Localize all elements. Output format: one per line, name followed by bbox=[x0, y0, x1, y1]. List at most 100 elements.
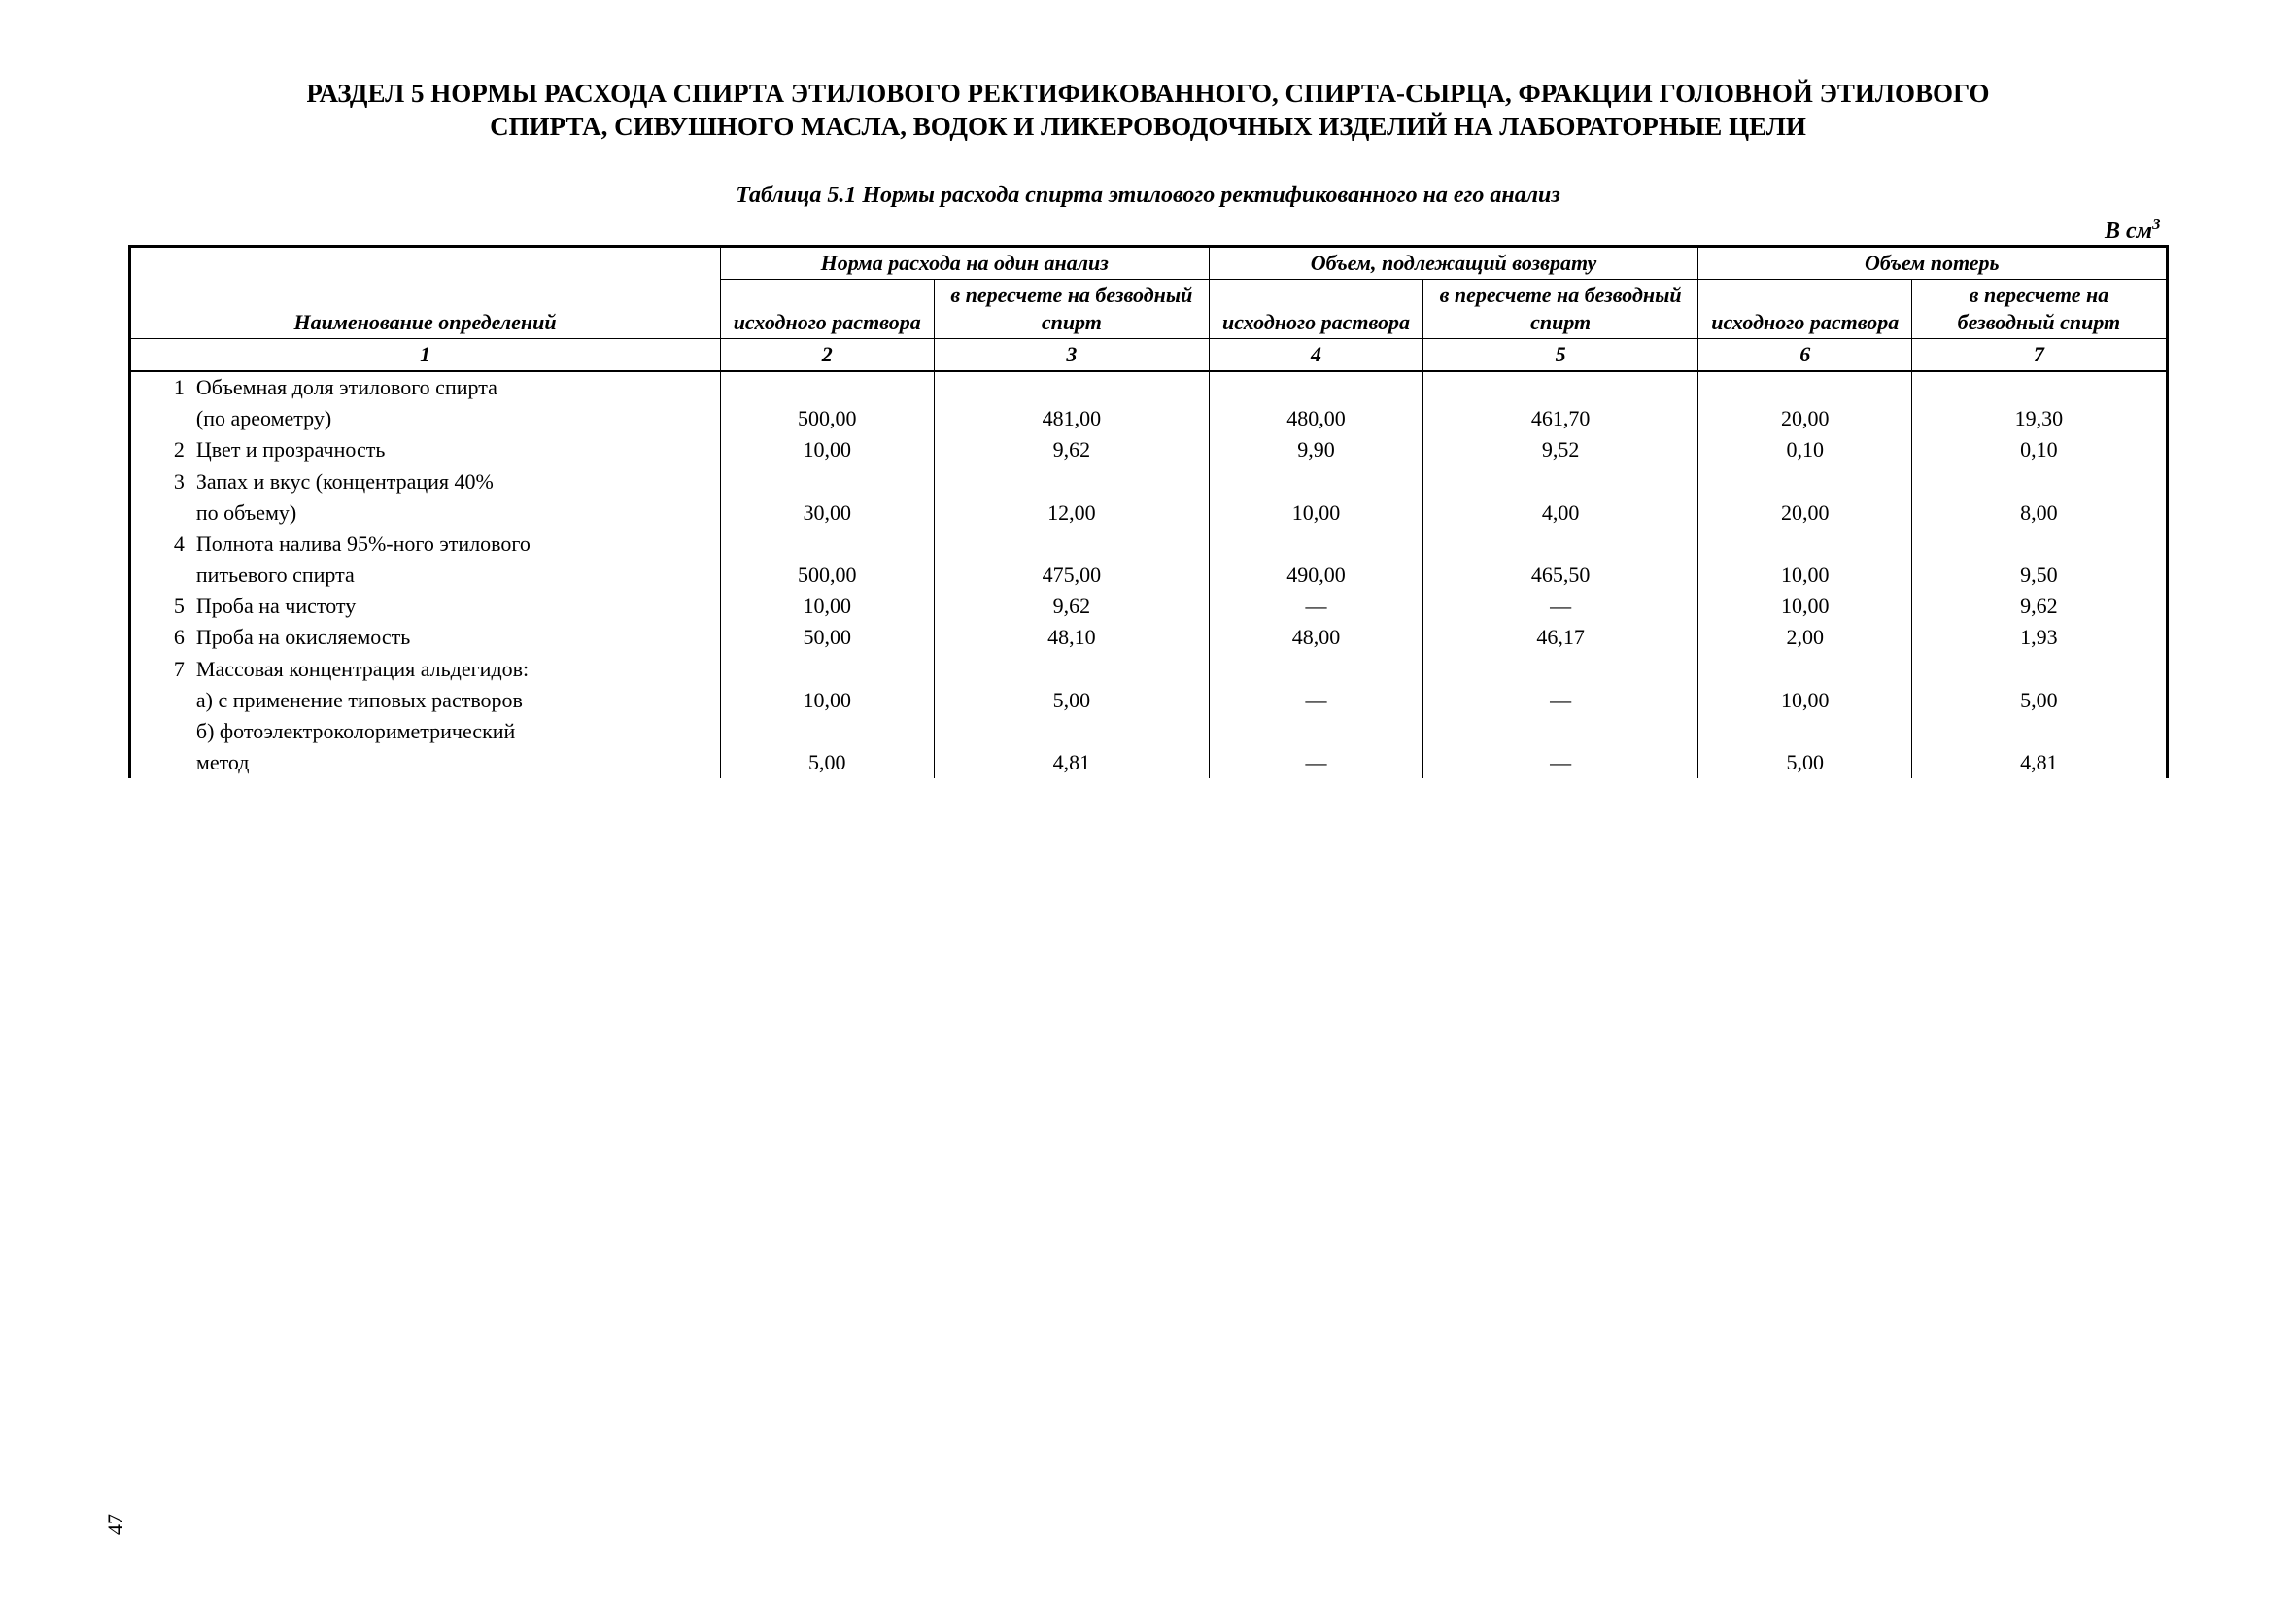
cell-value: 1,93 bbox=[1912, 622, 2167, 653]
table-row: питьевого спирта500,00475,00490,00465,50… bbox=[129, 560, 2167, 591]
unit-note: В см3 bbox=[128, 215, 2169, 245]
col-head-2b: в пересчете на безводный спирт bbox=[934, 279, 1209, 338]
cell-value: 9,62 bbox=[934, 434, 1209, 465]
row-number: 1 bbox=[129, 371, 190, 403]
table-row: 3Запах и вкус (концентрация 40% bbox=[129, 466, 2167, 497]
row-number: 2 bbox=[129, 434, 190, 465]
cell-value bbox=[1912, 529, 2167, 560]
cell-value: — bbox=[1209, 591, 1422, 622]
row-name: (по ареометру) bbox=[190, 403, 720, 434]
table-caption: Таблица 5.1 Нормы расхода спирта этилово… bbox=[128, 183, 2169, 209]
cell-value bbox=[934, 466, 1209, 497]
cell-value bbox=[934, 371, 1209, 403]
cell-value: 9,50 bbox=[1912, 560, 2167, 591]
cell-value bbox=[1423, 466, 1698, 497]
colnum-5: 5 bbox=[1423, 338, 1698, 371]
row-name: метод bbox=[190, 747, 720, 778]
cell-value: 9,62 bbox=[1912, 591, 2167, 622]
col-head-3a: исходного раствора bbox=[1209, 279, 1422, 338]
cell-value bbox=[934, 529, 1209, 560]
cell-value: 10,00 bbox=[720, 685, 934, 716]
table-row: 7Массовая концентрация альдегидов: bbox=[129, 654, 2167, 685]
cell-value: 48,00 bbox=[1209, 622, 1422, 653]
col-head-name: Наименование определений bbox=[129, 246, 720, 338]
cell-value: — bbox=[1423, 747, 1698, 778]
cell-value bbox=[1698, 654, 1912, 685]
colnum-3: 3 bbox=[934, 338, 1209, 371]
table-row: 2Цвет и прозрачность10,009,629,909,520,1… bbox=[129, 434, 2167, 465]
cell-value: 48,10 bbox=[934, 622, 1209, 653]
cell-value: 0,10 bbox=[1912, 434, 2167, 465]
row-number: 6 bbox=[129, 622, 190, 653]
row-number bbox=[129, 560, 190, 591]
cell-value: 20,00 bbox=[1698, 497, 1912, 529]
cell-value: 481,00 bbox=[934, 403, 1209, 434]
cell-value: 4,81 bbox=[1912, 747, 2167, 778]
cell-value: 10,00 bbox=[1698, 560, 1912, 591]
cell-value: 10,00 bbox=[720, 591, 934, 622]
cell-value: 12,00 bbox=[934, 497, 1209, 529]
cell-value: 500,00 bbox=[720, 403, 934, 434]
row-number bbox=[129, 685, 190, 716]
cell-value bbox=[720, 716, 934, 747]
cell-value bbox=[1912, 716, 2167, 747]
cell-value bbox=[1209, 466, 1422, 497]
page-number: 47 bbox=[103, 1514, 128, 1535]
cell-value: 490,00 bbox=[1209, 560, 1422, 591]
colnum-1: 1 bbox=[129, 338, 720, 371]
row-name: по объему) bbox=[190, 497, 720, 529]
cell-value: 480,00 bbox=[1209, 403, 1422, 434]
cell-value: 5,00 bbox=[720, 747, 934, 778]
cell-value: 9,62 bbox=[934, 591, 1209, 622]
cell-value: 465,50 bbox=[1423, 560, 1698, 591]
table-row: 6Проба на окисляемость50,0048,1048,0046,… bbox=[129, 622, 2167, 653]
row-name: Объемная доля этилового спирта bbox=[190, 371, 720, 403]
table-row: 1Объемная доля этилового спирта bbox=[129, 371, 2167, 403]
cell-value: — bbox=[1423, 591, 1698, 622]
cell-value bbox=[720, 654, 934, 685]
cell-value bbox=[1912, 371, 2167, 403]
cell-value bbox=[720, 466, 934, 497]
cell-value bbox=[1698, 371, 1912, 403]
colnum-4: 4 bbox=[1209, 338, 1422, 371]
row-number bbox=[129, 403, 190, 434]
cell-value: 0,10 bbox=[1698, 434, 1912, 465]
cell-value bbox=[934, 716, 1209, 747]
cell-value bbox=[1423, 716, 1698, 747]
unit-prefix: В см bbox=[2105, 219, 2152, 244]
cell-value bbox=[1423, 371, 1698, 403]
colnum-7: 7 bbox=[1912, 338, 2167, 371]
cell-value: 10,00 bbox=[720, 434, 934, 465]
table-row: а) с применение типовых растворов10,005,… bbox=[129, 685, 2167, 716]
table-row: 5Проба на чистоту10,009,62——10,009,62 bbox=[129, 591, 2167, 622]
cell-value: 10,00 bbox=[1698, 685, 1912, 716]
main-table: Наименование определений Норма расхода н… bbox=[128, 245, 2169, 779]
colnum-6: 6 bbox=[1698, 338, 1912, 371]
cell-value: 9,52 bbox=[1423, 434, 1698, 465]
cell-value: 461,70 bbox=[1423, 403, 1698, 434]
table-row: (по ареометру)500,00481,00480,00461,7020… bbox=[129, 403, 2167, 434]
cell-value: 5,00 bbox=[1912, 685, 2167, 716]
cell-value: 10,00 bbox=[1209, 497, 1422, 529]
unit-sup: 3 bbox=[2152, 215, 2160, 233]
colnum-2: 2 bbox=[720, 338, 934, 371]
cell-value: — bbox=[1423, 685, 1698, 716]
cell-value: 4,00 bbox=[1423, 497, 1698, 529]
cell-value: 50,00 bbox=[720, 622, 934, 653]
col-head-4b: в пересчете на безводный спирт bbox=[1912, 279, 2167, 338]
cell-value: 5,00 bbox=[934, 685, 1209, 716]
cell-value bbox=[1423, 529, 1698, 560]
row-name: Проба на чистоту bbox=[190, 591, 720, 622]
cell-value bbox=[1209, 529, 1422, 560]
cell-value: 8,00 bbox=[1912, 497, 2167, 529]
row-number bbox=[129, 747, 190, 778]
row-name: Запах и вкус (концентрация 40% bbox=[190, 466, 720, 497]
col-head-group1: Норма расхода на один анализ bbox=[720, 246, 1209, 279]
cell-value bbox=[720, 371, 934, 403]
cell-value: 5,00 bbox=[1698, 747, 1912, 778]
section-title: РАЗДЕЛ 5 НОРМЫ РАСХОДА СПИРТА ЭТИЛОВОГО … bbox=[264, 78, 2033, 144]
cell-value bbox=[1423, 654, 1698, 685]
col-head-3b: в пересчете на безводный спирт bbox=[1423, 279, 1698, 338]
row-number bbox=[129, 497, 190, 529]
cell-value bbox=[1209, 654, 1422, 685]
